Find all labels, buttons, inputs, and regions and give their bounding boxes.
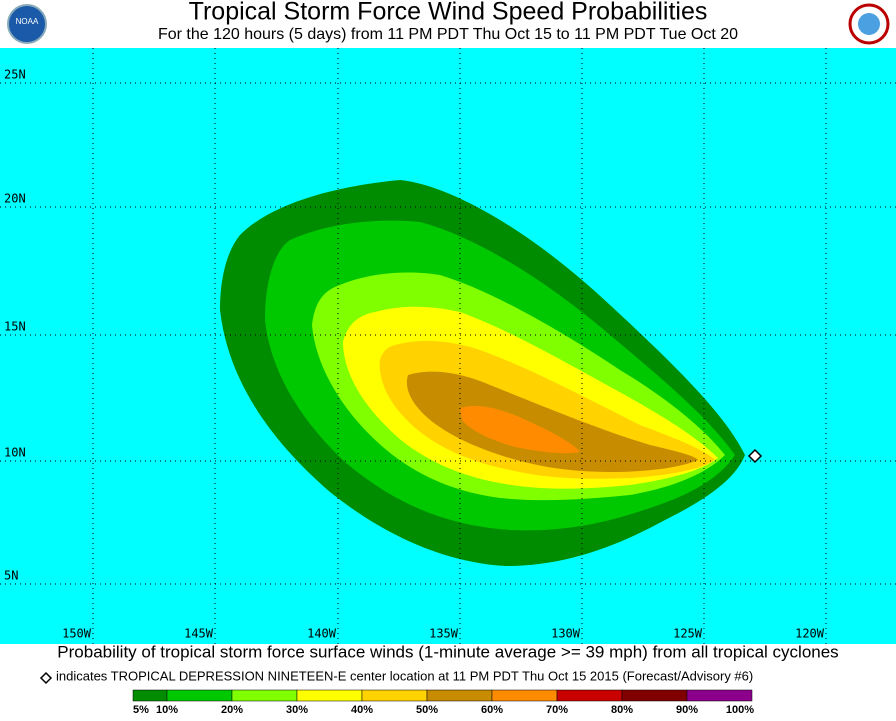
legend-label: 10% xyxy=(156,704,178,716)
title: Tropical Storm Force Wind Speed Probabil… xyxy=(189,0,708,26)
caption: Probability of tropical storm force surf… xyxy=(57,642,838,661)
logo-nws xyxy=(848,3,890,45)
legend-swatch xyxy=(361,689,428,702)
lon-label: 135W xyxy=(429,627,459,641)
legend-label: 40% xyxy=(351,704,373,716)
legend-label: 100% xyxy=(726,704,754,716)
legend-swatch xyxy=(621,689,688,702)
note: indicates TROPICAL DEPRESSION NINETEEN-E… xyxy=(56,668,753,683)
legend-label: 60% xyxy=(481,704,503,716)
legend-swatch xyxy=(296,689,363,702)
logo-noaa: NOAA xyxy=(7,4,47,44)
legend-label: 90% xyxy=(676,704,698,716)
legend-label: 50% xyxy=(416,704,438,716)
lat-label: 20N xyxy=(4,192,26,206)
legend-label: 20% xyxy=(221,704,243,716)
legend-label: 5% xyxy=(133,704,149,716)
lat-label: 5N xyxy=(4,569,18,583)
legend-swatch xyxy=(426,689,493,702)
note-marker xyxy=(39,671,53,685)
legend-swatch xyxy=(166,689,233,702)
station-marker xyxy=(747,448,763,464)
lon-label: 150W xyxy=(62,627,92,641)
legend: 5% 10% 20% 30% 40% 50% 60% 70% 80% 90% 100% xyxy=(132,689,754,716)
lat-label: 10N xyxy=(4,446,26,460)
lon-label: 130W xyxy=(551,627,581,641)
lat-label: 15N xyxy=(4,320,26,334)
subtitle: For the 120 hours (5 days) from 11 PM PD… xyxy=(158,26,738,43)
lon-label: 140W xyxy=(307,627,337,641)
svg-text:NOAA: NOAA xyxy=(16,17,39,26)
legend-swatch xyxy=(491,689,558,702)
legend-swatch xyxy=(132,689,168,702)
lat-label: 25N xyxy=(4,68,26,82)
legend-swatch xyxy=(686,689,753,702)
lon-label: 145W xyxy=(184,627,214,641)
legend-swatch xyxy=(231,689,298,702)
lon-label: 120W xyxy=(795,627,825,641)
legend-label: 80% xyxy=(611,704,633,716)
legend-label: 70% xyxy=(546,704,568,716)
legend-swatch xyxy=(556,689,623,702)
lon-label: 125W xyxy=(673,627,703,641)
contours xyxy=(220,180,745,566)
legend-label: 30% xyxy=(286,704,308,716)
